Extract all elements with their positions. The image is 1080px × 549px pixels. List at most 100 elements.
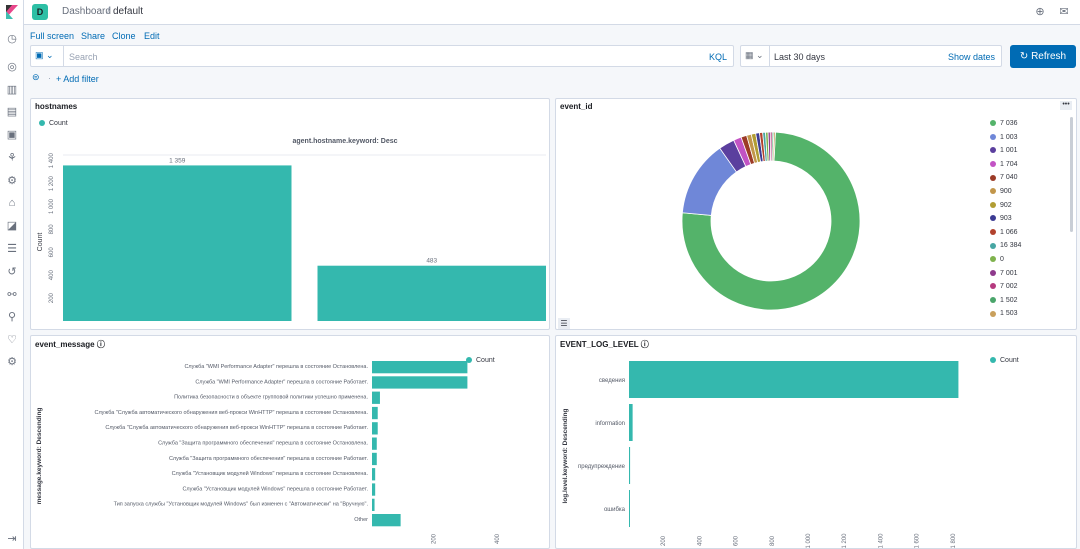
maps-icon[interactable]: ⚘ [7, 152, 17, 164]
calendar-icon[interactable]: ▦ ⌄ [745, 50, 764, 60]
legend-count[interactable]: Count [990, 357, 1019, 364]
legend-item[interactable]: 16 384 [990, 242, 1021, 249]
legend-dot [990, 120, 996, 127]
legend-dot [990, 283, 996, 290]
category-label: Служба "WMI Performance Adapter" перешла… [195, 379, 368, 385]
refresh-label: Refresh [1031, 51, 1067, 62]
legend-item[interactable]: 1 003 [990, 134, 1018, 141]
legend-label: 16 384 [1000, 242, 1022, 250]
category-label: сведения [599, 378, 625, 384]
logs-icon[interactable]: ◪ [6, 220, 18, 232]
info-icon[interactable]: ⓘ [94, 340, 105, 349]
filter-options-icon[interactable]: ⊜ [32, 72, 40, 82]
devtools-icon[interactable]: ⚲ [7, 311, 17, 323]
x-tick-label: 1 200 [842, 533, 848, 549]
legend-dot [990, 188, 996, 195]
legend-label: Count [1000, 357, 1019, 364]
search-input[interactable]: Search [69, 52, 98, 62]
legend-item[interactable]: 902 [990, 202, 1012, 209]
panel-options-icon[interactable]: ••• [1060, 101, 1072, 110]
category-label: Служба "Установщик модулей Windows" пере… [172, 470, 369, 477]
legend-dot [990, 228, 996, 235]
side-nav: ◷ ◎ ▥ ▤ ▣ ⚘ ⚙ ⌂ ◪ ☰ ↺ ⚯ ⚲ ♡ ⚙ ⇥ [0, 0, 24, 549]
chart-icon[interactable]: ▥ [6, 84, 18, 96]
space-avatar[interactable]: D [32, 4, 48, 20]
legend-item[interactable]: 1 502 [990, 297, 1018, 304]
dashboard-actions: Full screen Share Clone Edit [24, 25, 1080, 45]
legend-item[interactable]: 7 002 [990, 283, 1018, 290]
show-dates-link[interactable]: Show dates [947, 52, 995, 62]
help-icon[interactable]: ⊕ [1035, 6, 1045, 18]
event-id-chart [681, 131, 861, 311]
date-range[interactable]: Last 30 days [774, 52, 826, 62]
uptime-icon[interactable]: ↺ [7, 266, 17, 278]
legend-dot [39, 120, 45, 127]
category-label: ошибка [604, 507, 626, 513]
legend-dot [990, 215, 996, 222]
share-link[interactable]: Share [81, 31, 106, 41]
saved-query-icon[interactable]: ▣ ⌄ [35, 50, 54, 60]
apm-icon[interactable]: ☰ [7, 243, 17, 255]
category-label: предупреждение [578, 464, 626, 470]
legend-count[interactable]: Count [39, 120, 68, 127]
legend-item[interactable]: 1 704 [990, 161, 1018, 168]
add-filter-button[interactable]: + Add filter [56, 74, 99, 84]
query-divider [63, 46, 64, 66]
category-label: information [595, 421, 625, 427]
legend-label: 7 001 [1000, 269, 1018, 277]
legend-toggle-icon[interactable]: ☰ [558, 318, 570, 329]
bar [372, 361, 468, 374]
refresh-button[interactable]: ↻ Refresh [1010, 45, 1076, 68]
x-tick-label: 1 600 [915, 533, 921, 549]
kibana-logo[interactable] [4, 4, 20, 20]
infra-icon[interactable]: ⌂ [8, 197, 16, 209]
breadcrumb-separator: / [107, 6, 110, 17]
legend-item[interactable]: 0 [990, 256, 1004, 263]
info-icon[interactable]: ⓘ [638, 340, 649, 349]
breadcrumb-dashboard[interactable]: Dashboard [62, 6, 111, 17]
date-picker: ▦ ⌄ Last 30 days Show dates [740, 45, 1002, 67]
y-tick-label: 400 [49, 270, 55, 281]
legend-scrollbar[interactable] [1070, 117, 1073, 232]
dashboard-icon[interactable]: ▤ [6, 106, 18, 118]
x-tick-label: 400 [495, 533, 501, 544]
legend-dot [990, 310, 996, 317]
legend-item[interactable]: 7 040 [990, 174, 1018, 181]
legend-item[interactable]: 7 036 [990, 120, 1018, 127]
legend-item[interactable]: 1 001 [990, 147, 1018, 154]
event-log-level-chart: log.level.keyword: Descending сведения in… [562, 361, 959, 549]
kql-toggle[interactable]: KQL [708, 52, 727, 62]
legend-item[interactable]: 1 066 [990, 229, 1018, 236]
legend-count[interactable]: Count [466, 357, 495, 364]
y-axis-label: message.keyword: Descending [36, 408, 43, 505]
x-tick-label: 1 400 [878, 533, 884, 549]
clone-link[interactable]: Clone [112, 31, 136, 41]
x-tick-label: 600 [734, 535, 740, 546]
clock-icon[interactable]: ◷ [7, 33, 17, 45]
collapse-nav-icon[interactable]: ⇥ [7, 533, 17, 545]
ml-icon[interactable]: ⚙ [7, 175, 17, 187]
event-message-chart: message.keyword: Descending Служба "WMI … [36, 361, 501, 544]
legend-item[interactable]: 1 503 [990, 310, 1018, 317]
category-label: Служба "Защита программного обеспечения"… [169, 456, 369, 462]
canvas-icon[interactable]: ▣ [6, 129, 18, 141]
management-icon[interactable]: ⚙ [7, 356, 17, 368]
bar [372, 468, 376, 481]
monitoring-icon[interactable]: ♡ [7, 334, 17, 346]
full-screen-link[interactable]: Full screen [30, 31, 75, 41]
bar [372, 406, 378, 420]
edit-link[interactable]: Edit [144, 31, 160, 41]
legend-dot [990, 174, 996, 181]
panel-title-text: event_message [35, 340, 95, 349]
legend-item[interactable]: 7 001 [990, 270, 1018, 277]
legend-item[interactable]: 900 [990, 188, 1012, 195]
compass-icon[interactable]: ◎ [7, 61, 17, 73]
breadcrumb-current: default [113, 6, 144, 17]
legend-item[interactable]: 903 [990, 215, 1012, 222]
x-tick-label: 1 800 [951, 533, 957, 549]
mail-icon[interactable]: ✉ [1059, 6, 1069, 18]
legend-label: 0 [1000, 256, 1004, 263]
bar [629, 490, 630, 527]
legend-label: 902 [1000, 201, 1012, 209]
siem-icon[interactable]: ⚯ [7, 289, 17, 301]
